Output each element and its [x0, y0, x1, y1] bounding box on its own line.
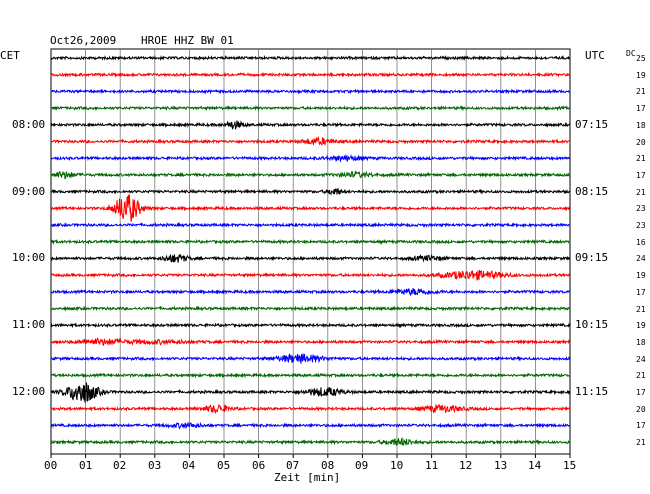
- trace-line-row-1: [50, 71, 571, 78]
- right-zone-label: UTC: [585, 49, 605, 62]
- x-tick-label: 13: [494, 459, 508, 472]
- dc-offset-value: 16: [636, 238, 646, 247]
- dc-offset-value: 24: [636, 355, 646, 364]
- trace-line-row-7: [50, 170, 571, 180]
- x-tick-label: 15: [563, 459, 577, 472]
- dc-offset-value: 17: [636, 171, 646, 180]
- trace-line-row-11: [50, 238, 571, 245]
- trace-line-row-16: [50, 322, 571, 329]
- x-tick-label: 03: [148, 459, 162, 472]
- plot-frame: [50, 48, 571, 455]
- x-axis-label: Zeit [min]: [274, 471, 341, 484]
- trace-line-row-17: [50, 337, 571, 346]
- dc-offset-value: 19: [636, 71, 646, 80]
- x-tick-label: 11: [425, 459, 439, 472]
- left-zone-label: CET: [0, 49, 20, 62]
- trace-line-row-23: [50, 436, 571, 447]
- trace-line-row-9: [50, 194, 571, 222]
- trace-line-row-21: [50, 403, 571, 415]
- x-tick-label: 09: [355, 459, 369, 472]
- right-time-label: 11:15: [575, 385, 609, 398]
- x-tick-label: 07: [286, 459, 300, 472]
- dc-offset-value: 21: [636, 438, 646, 447]
- trace-line-row-2: [50, 88, 571, 95]
- x-tick-label: 01: [79, 459, 93, 472]
- trace-line-row-12: [50, 253, 571, 263]
- dc-offset-value: 23: [636, 221, 646, 230]
- dc-offset-value: 25: [636, 54, 646, 63]
- right-time-label: 08:15: [575, 185, 609, 198]
- chart-date: Oct26,2009: [50, 34, 117, 47]
- x-tick-label: 12: [459, 459, 473, 472]
- trace-line-row-20: [50, 382, 571, 403]
- dc-offset-value: 20: [636, 405, 646, 414]
- dc-offset-value: 21: [636, 188, 646, 197]
- right-time-label: 07:15: [575, 118, 609, 131]
- dc-offset-value: 17: [636, 288, 646, 297]
- x-tick-label: 14: [528, 459, 542, 472]
- left-time-label: 10:00: [12, 251, 46, 264]
- dc-offset-value: 17: [636, 104, 646, 113]
- trace-line-row-13: [50, 270, 571, 281]
- dc-label: DC: [626, 49, 636, 58]
- trace-line-row-15: [50, 305, 571, 312]
- x-tick-label: 04: [182, 459, 196, 472]
- dc-offset-value: 19: [636, 271, 646, 280]
- trace-line-row-18: [50, 353, 571, 364]
- right-time-label: 09:15: [575, 251, 609, 264]
- trace-group: [50, 54, 571, 447]
- dc-offset-value: 20: [636, 138, 646, 147]
- x-axis-ticks: [50, 454, 571, 458]
- trace-line-row-5: [50, 136, 571, 147]
- x-tick-label: 08: [321, 459, 335, 472]
- right-time-label: 10:15: [575, 318, 609, 331]
- x-tick-label: 10: [390, 459, 404, 472]
- left-time-label: 09:00: [12, 185, 46, 198]
- left-time-label: 12:00: [12, 385, 46, 398]
- chart-station: HROE HHZ BW 01: [141, 34, 234, 47]
- dc-offset-value: 19: [636, 321, 646, 330]
- trace-line-row-6: [50, 153, 571, 163]
- trace-line-row-14: [50, 287, 571, 297]
- trace-line-row-10: [50, 221, 571, 229]
- left-time-label: 08:00: [12, 118, 46, 131]
- x-tick-label: 02: [113, 459, 127, 472]
- dc-offset-value: 21: [636, 154, 646, 163]
- trace-line-row-3: [50, 105, 571, 112]
- left-time-label: 11:00: [12, 318, 46, 331]
- dc-offset-value: 17: [636, 388, 646, 397]
- x-tick-label: 00: [44, 459, 58, 472]
- trace-line-row-22: [50, 421, 571, 430]
- trace-line-row-0: [50, 54, 571, 62]
- dc-offset-value: 21: [636, 305, 646, 314]
- trace-line-row-8: [50, 187, 571, 196]
- trace-line-row-19: [50, 372, 571, 379]
- dc-offset-value: 23: [636, 204, 646, 213]
- x-tick-label: 06: [252, 459, 266, 472]
- dc-offset-value: 17: [636, 421, 646, 430]
- dc-offset-value: 21: [636, 371, 646, 380]
- trace-line-row-4: [50, 120, 571, 130]
- dc-offset-value: 21: [636, 87, 646, 96]
- dc-offset-value: 18: [636, 338, 646, 347]
- dc-offset-value: 18: [636, 121, 646, 130]
- grid-lines: [85, 49, 536, 454]
- x-tick-label: 05: [217, 459, 231, 472]
- dc-offset-value: 24: [636, 254, 646, 263]
